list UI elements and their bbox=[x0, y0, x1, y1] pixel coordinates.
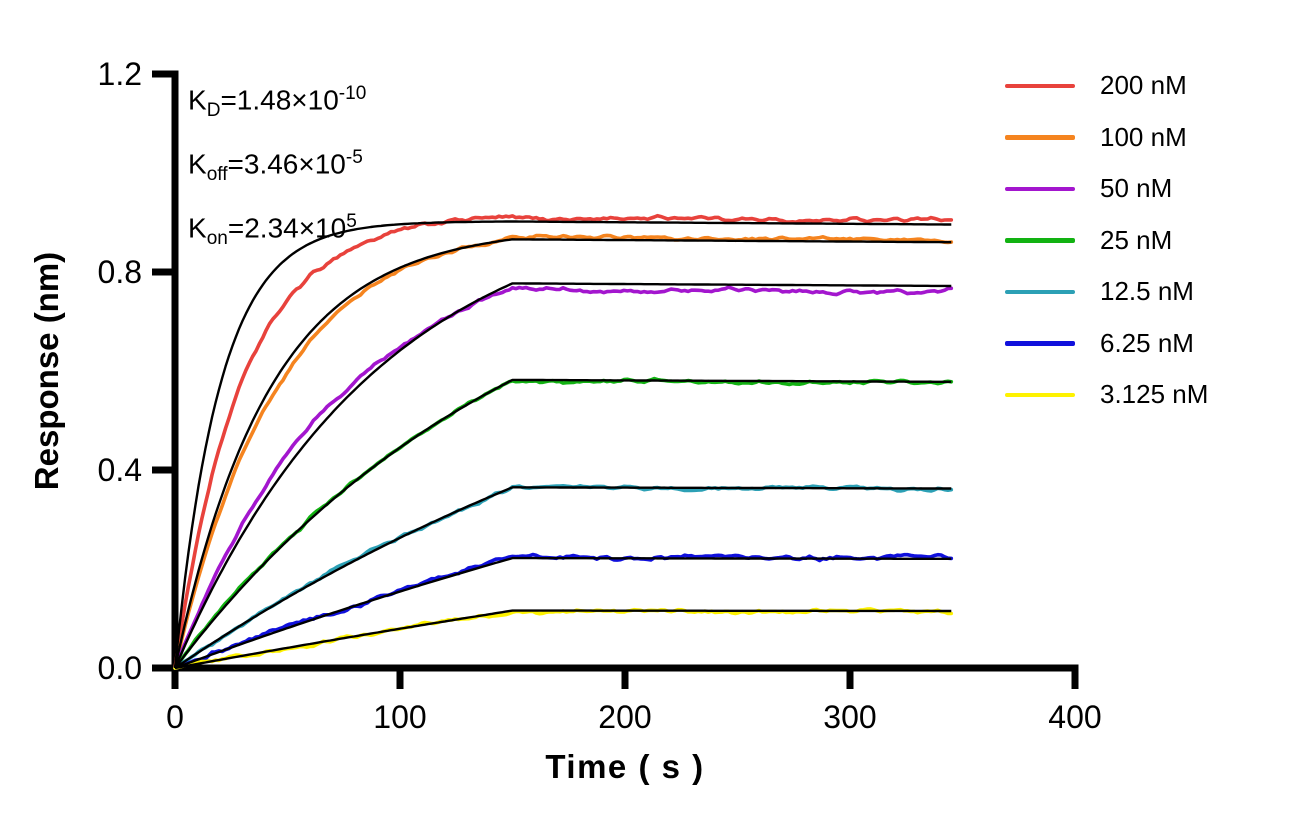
legend-item-50-nM: 50 nM bbox=[1005, 163, 1208, 215]
legend: 200 nM 100 nM 50 nM 25 nM 12.5 nM 6.25 nM 3.12… bbox=[1005, 60, 1208, 421]
y-tick-label: 1.2 bbox=[98, 56, 142, 92]
legend-line-swatch bbox=[1005, 83, 1075, 88]
curve-3.125-nM bbox=[173, 607, 954, 670]
x-axis-title: Time ( s ) bbox=[545, 748, 704, 785]
fit-curve-6.25-nM bbox=[174, 556, 952, 670]
x-tick-label: 200 bbox=[598, 699, 651, 735]
curve-100-nM bbox=[173, 233, 954, 670]
x-tick-label: 400 bbox=[1048, 699, 1101, 735]
legend-line-swatch bbox=[1005, 392, 1075, 397]
y-tick-label: 0.0 bbox=[98, 650, 142, 686]
annotation-text: K bbox=[188, 148, 207, 180]
annotation-text: K bbox=[188, 84, 207, 116]
annotation-sup: -5 bbox=[345, 146, 363, 168]
x-tick-label: 100 bbox=[373, 699, 426, 735]
fit-curve-12.5-nM bbox=[174, 486, 952, 669]
legend-label: 6.25 nM bbox=[1100, 327, 1194, 358]
curve-200-nM bbox=[173, 213, 954, 670]
fit-curve-50-nM bbox=[173, 282, 952, 669]
legend-label: 3.125 nM bbox=[1100, 379, 1209, 410]
kinetics-annotation: KD=1.48×10-10 Koff=3.46×10-5 Kon=2.34×10… bbox=[188, 70, 366, 262]
legend-line-swatch bbox=[1005, 341, 1075, 346]
fit-curve-25-nM bbox=[174, 378, 952, 669]
fit-curve-100-nM bbox=[173, 238, 952, 669]
y-tick-label: 0.4 bbox=[98, 452, 142, 488]
y-tick-label: 0.8 bbox=[98, 254, 142, 290]
legend-item-25-nM: 25 nM bbox=[1005, 215, 1208, 267]
legend-line-swatch bbox=[1005, 238, 1075, 243]
y-axis-title: Response (nm) bbox=[28, 252, 65, 490]
annotation-sup: -10 bbox=[338, 83, 367, 104]
legend-item-200-nM: 200 nM bbox=[1005, 60, 1208, 112]
x-tick-label: 0 bbox=[166, 699, 184, 735]
annotation-text: K bbox=[188, 212, 207, 244]
annotation-text: =3.46×10 bbox=[227, 148, 346, 180]
kon-value: Kon=2.34×105 bbox=[188, 198, 366, 262]
curve-12.5-nM bbox=[173, 484, 954, 670]
legend-item-12.5-nM: 12.5 nM bbox=[1005, 266, 1208, 318]
legend-label: 100 nM bbox=[1100, 121, 1187, 152]
legend-line-swatch bbox=[1005, 186, 1075, 191]
annotation-sub: off bbox=[206, 163, 228, 185]
legend-label: 200 nM bbox=[1100, 70, 1187, 101]
curve-50-nM bbox=[173, 285, 954, 670]
annotation-text: =1.48×10 bbox=[220, 84, 339, 116]
annotation-text: =2.34×10 bbox=[227, 212, 347, 244]
legend-line-swatch bbox=[1005, 135, 1075, 140]
fit-curve-200-nM bbox=[173, 220, 952, 669]
x-tick-label: 300 bbox=[823, 699, 876, 735]
koff-value: Koff=3.46×10-5 bbox=[188, 134, 366, 198]
legend-label: 25 nM bbox=[1100, 224, 1173, 255]
kd-value: KD=1.48×10-10 bbox=[188, 70, 366, 134]
legend-line-swatch bbox=[1005, 289, 1075, 294]
annotation-sub: D bbox=[206, 99, 221, 121]
legend-item-6.25-nM: 6.25 nM bbox=[1005, 318, 1208, 370]
fit-curve-3.125-nM bbox=[174, 609, 952, 670]
annotation-sub: on bbox=[206, 227, 228, 249]
legend-item-3.125-nM: 3.125 nM bbox=[1005, 369, 1208, 421]
legend-label: 12.5 nM bbox=[1100, 276, 1194, 307]
legend-item-100-nM: 100 nM bbox=[1005, 112, 1208, 164]
annotation-sup: 5 bbox=[346, 210, 357, 232]
legend-label: 50 nM bbox=[1100, 173, 1173, 204]
